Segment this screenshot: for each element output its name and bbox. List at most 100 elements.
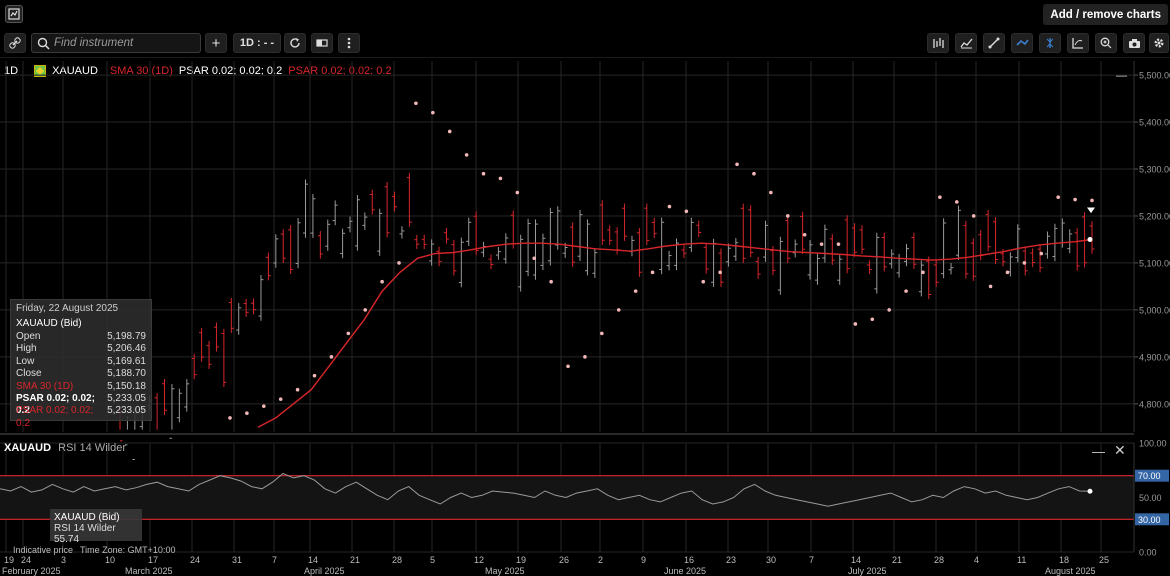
x-tick-label: 31 [232,555,242,565]
psar-dot [431,110,435,115]
psar-dot [684,209,689,214]
x-tick-label: 7 [272,555,277,565]
tooltip-row: SMA 30 (1D) 5,150.18 [16,380,146,392]
psar-dot [1073,197,1077,202]
psar-dot [718,270,722,275]
psar-dot [752,171,756,176]
close-pane-icon[interactable]: ✕ [1114,442,1126,458]
psar-legend-2[interactable]: PSAR 0.02; 0.02; 0.2 [288,65,392,77]
x-tick-label: 14 [851,555,861,565]
top-bar: Add / remove charts [0,0,1170,30]
x-tick-label: 18 [1059,555,1069,565]
psar-dot [312,373,317,378]
x-month-label: June 2025 [664,566,706,576]
x-month-label: April 2025 [304,566,345,576]
add-instrument-button[interactable]: + [205,33,227,53]
rsi-tooltip-instrument: XAUAUD (Bid) [54,512,120,523]
psar-dot [346,331,351,336]
draw-line-icon[interactable] [983,33,1005,53]
interval-button[interactable]: 1D : - - [233,33,281,53]
ohlc-tooltip: Friday, 22 August 2025 XAUAUD (Bid) Open… [10,299,152,429]
minimize-pane-icon[interactable]: — [1092,444,1105,459]
x-tick-label: 16 [684,555,694,565]
x-tick-label: 12 [474,555,484,565]
camera-icon[interactable] [1123,33,1145,53]
chart-style-icon[interactable] [1067,33,1089,53]
rsi-tooltip-row: RSI 14 Wilder 55.74 [54,523,116,545]
psar-dot [329,355,334,359]
x-tick-label: 21 [350,555,360,565]
x-tick-label: 7 [809,555,814,565]
pane-separator[interactable] [0,433,1134,435]
x-tick-label: 17 [148,555,158,565]
sma-legend[interactable]: SMA 30 (1D) [109,65,173,77]
x-tick-label: 14 [308,555,318,565]
rsi-tick-label: 0.00 [1139,548,1157,558]
zoom-icon[interactable] [1095,33,1117,53]
psar-dot [262,404,266,408]
more-icon[interactable] [338,33,360,53]
y-tick-label: 5,300.00 [1139,165,1170,175]
tag-icon[interactable] [1011,33,1033,53]
rsi-last-marker [1087,488,1093,494]
y-tick-label: 5,000.00 [1139,305,1170,315]
psar-dot [971,214,976,218]
psar-dot [583,355,587,359]
x-tick-label: 3 [61,555,66,565]
x-tick-label: 23 [726,555,736,565]
tooltip-date: Friday, 22 August 2025 [16,303,119,314]
symbol-label[interactable]: XAUAUD [52,65,98,77]
rsi-level-label: 70.00 [1138,471,1161,481]
tooltip-row: PSAR 0.02; 0.02; 0.2 5,233.05 [16,405,146,429]
settings-icon[interactable] [1149,33,1169,53]
indicative-price-note: Indicative price [13,545,74,555]
x-tick-label: 11 [1017,555,1026,565]
window-icon[interactable] [311,33,333,53]
search-input-wrapper[interactable] [31,33,201,53]
refresh-icon[interactable] [284,33,306,53]
rsi-name[interactable]: RSI 14 Wilder [58,442,126,454]
psar-dot [295,387,300,392]
x-tick-label: 26 [559,555,569,565]
sma-line [257,238,1093,428]
x-tick-label: 4 [974,555,979,565]
bar-type-icon[interactable] [927,33,949,53]
crosshair-icon[interactable] [1039,33,1061,53]
psar-dot [650,270,655,275]
tooltip-row: PSAR 0.02; 0.02; 0.2 5,233.05 [16,392,146,417]
x-tick-label: 25 [1099,555,1109,565]
x-tick-label: 21 [892,555,902,565]
psar-dot [988,284,993,289]
psar-legend-1[interactable]: PSAR 0.02; 0.02; 0.2 [178,65,283,77]
rsi-tick-label: 50.00 [1139,493,1162,503]
psar-dot [1090,198,1094,203]
x-tick-label: 19 [4,555,14,565]
y-tick-label: 4,900.00 [1139,352,1170,362]
psar-dot [769,190,773,195]
search-input[interactable] [50,37,198,49]
price-scale-collapse-icon[interactable]: — [1116,70,1127,82]
chart-logo-icon[interactable] [5,5,23,23]
x-tick-label: 30 [766,555,776,565]
y-tick-label: 5,500.00 [1139,71,1170,81]
psar-dot [566,364,570,369]
x-tick-label: 9 [641,555,646,565]
add-remove-charts-button[interactable]: Add / remove charts [1043,4,1168,25]
rsi-tick-label: 100.00 [1139,439,1167,449]
tooltip-row: Low 5,169.61 [16,355,146,367]
psar-dot [600,331,604,336]
tooltip-instrument: XAUAUD (Bid) [16,318,82,329]
last-sma-marker [1087,236,1093,242]
psar-dot [228,416,232,420]
psar-dot [464,153,469,157]
psar-dot [245,411,249,416]
psar-dot [633,289,638,293]
indicator-icon[interactable] [955,33,977,53]
link-icon[interactable] [4,33,26,53]
tooltip-row: Open 5,198.79 [16,331,146,342]
psar-dot [278,397,283,401]
psar-dot [802,232,807,237]
x-tick-label: 10 [105,555,115,565]
rsi-level-badge [1135,513,1169,526]
